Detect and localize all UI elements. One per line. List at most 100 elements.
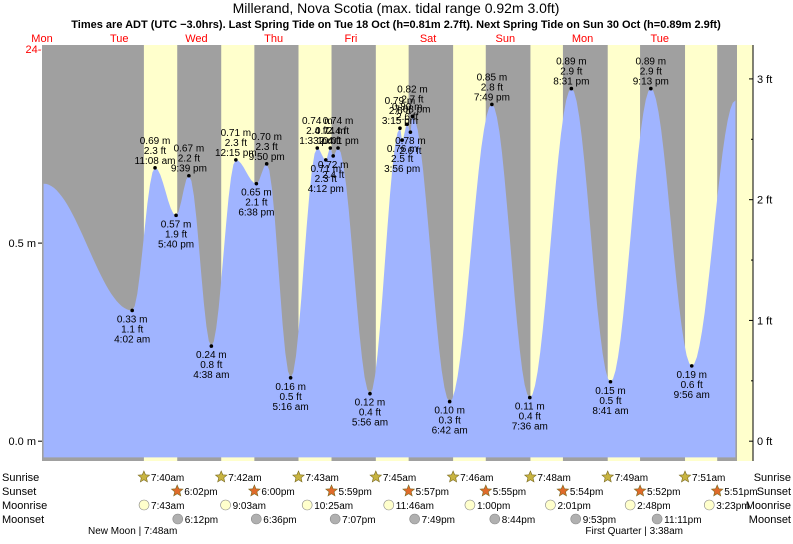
tide-label-ft: 2.4 ft	[306, 126, 328, 137]
tide-label-m: 0.72 m	[318, 160, 349, 171]
tide-label-ft: 0.5 ft	[599, 396, 621, 407]
tide-label-ft: 2.3 ft	[315, 174, 337, 185]
tide-label-ft: 0.3 ft	[439, 416, 461, 427]
moonset-icon	[250, 513, 262, 525]
tide-point	[288, 376, 293, 380]
tide-label-time: 3:56 pm	[384, 164, 420, 175]
tide-label-m: 0.89 m	[556, 57, 587, 68]
tide-label-ft: 2.3 ft	[144, 146, 166, 157]
tide-label-time: 4:38 am	[193, 370, 229, 381]
tide-label-time: 6:38 pm	[238, 208, 274, 219]
tide-label-m: 0.69 m	[140, 136, 171, 147]
sunrise-time: 7:49am	[615, 473, 648, 484]
tide-point	[490, 102, 494, 107]
day-label-dow: Sun	[496, 33, 516, 45]
tide-label-m: 0.57 m	[161, 219, 192, 230]
moon-phase-first-quarter: First Quarter | 3:38am	[585, 526, 683, 537]
tide-label-ft: 1.9 ft	[165, 229, 187, 240]
moonset-icon	[489, 513, 501, 525]
tide-point	[398, 126, 402, 130]
moonset-icon	[329, 513, 341, 525]
tide-label-time: 7:36 am	[512, 422, 548, 433]
tide-label-ft: 0.6 ft	[681, 380, 703, 391]
sunrise-icon	[292, 470, 305, 483]
sunrise-icon	[369, 470, 383, 483]
tide-point	[153, 166, 157, 170]
tide-point	[315, 146, 320, 150]
tide-label-ft: 0.8 ft	[200, 360, 222, 371]
tide-label-m: 0.10 m	[434, 406, 465, 417]
sunrise-time: 7:48am	[537, 473, 570, 484]
tide-area	[43, 88, 736, 458]
moonset-icon	[570, 513, 582, 525]
moonset-time: 8:44pm	[502, 515, 535, 526]
chart-subtitle: Times are ADT (UTC −3.0hrs). Last Spring…	[71, 19, 721, 31]
row-label-right-moonset: Moonset	[749, 514, 791, 526]
tide-label-ft: 2.6 ft	[399, 146, 421, 157]
sunset-time: 5:51pm	[724, 487, 757, 498]
tide-label-m: 0.19 m	[676, 370, 707, 381]
sunrise-icon	[678, 470, 692, 483]
sunset-icon	[247, 484, 261, 497]
day-label-dow: Mon	[31, 33, 52, 45]
moonrise-icon	[220, 499, 231, 511]
moonset-icon	[172, 513, 184, 525]
tide-label-m: 0.33 m	[117, 314, 148, 325]
tide-label-time: 7:08 pm	[394, 104, 430, 115]
tide-label-ft: 2.7 ft	[401, 94, 423, 105]
tide-point	[187, 173, 191, 178]
tide-label-time: 4:02 am	[114, 334, 150, 345]
tide-label-time: 4:12 pm	[308, 184, 344, 195]
sunset-time: 6:00pm	[261, 487, 294, 498]
tide-label-ft: 0.4 ft	[359, 408, 381, 419]
row-label-left-sunrise: Sunrise	[2, 472, 39, 484]
tide-label-ft: 0.4 ft	[519, 412, 541, 423]
tide-label-time: 3:15 pm	[382, 116, 418, 127]
tide-point	[323, 158, 328, 162]
tide-point	[234, 158, 238, 162]
moonset-time: 6:36pm	[263, 515, 296, 526]
tide-label-time: 9:56 am	[674, 390, 710, 401]
tide-point	[209, 344, 214, 348]
tide-label-ft: 2.1 ft	[245, 198, 267, 209]
sunset-time: 5:52pm	[647, 487, 680, 498]
sunrise-time: 7:51am	[692, 473, 725, 484]
tide-label-m: 0.74 m	[323, 116, 354, 127]
tide-label-time: 1:33 pm	[299, 136, 335, 147]
moonrise-icon	[464, 499, 476, 511]
tide-label-time: 5:56 am	[352, 418, 388, 429]
tide-label-ft: 2.9 ft	[640, 67, 662, 78]
tide-label-time: 10:01 pm	[317, 136, 359, 147]
tide-point	[527, 395, 532, 400]
moonset-time: 7:07pm	[342, 515, 375, 526]
day-label-dow: Wed	[185, 33, 207, 45]
tide-label-m: 0.12 m	[355, 398, 386, 409]
sunrise-icon	[601, 470, 615, 483]
row-label-right-sunset: Sunset	[757, 486, 791, 498]
tide-point	[608, 379, 613, 384]
left-axis-label: 0.0 m	[8, 436, 36, 448]
tide-label-time: 11:08 am	[135, 156, 176, 167]
tide-label-ft: 2.9 ft	[560, 67, 582, 78]
tide-label-m: 0.71 m	[221, 128, 252, 139]
tide-label-m: 0.24 m	[196, 350, 227, 361]
tide-label-m: 0.79 m	[385, 96, 416, 107]
sunrise-icon	[446, 470, 460, 483]
tide-label-m: 0.85 m	[477, 72, 508, 83]
sunset-time: 5:54pm	[570, 487, 603, 498]
day-label-dow: Tue	[651, 33, 670, 45]
row-label-left-moonrise: Moonrise	[2, 500, 47, 512]
tide-label-ft: 2.2 ft	[178, 154, 200, 165]
tide-label-m: 0.74 m	[302, 116, 333, 127]
sunrise-time: 7:46am	[460, 473, 493, 484]
moonset-time: 9:53pm	[583, 515, 616, 526]
moonset-icon	[409, 513, 420, 525]
tide-label-ft: 2.4 ft	[319, 136, 341, 147]
tide-label-ft: 2.5 ft	[391, 154, 413, 165]
moonrise-time: 11:46am	[396, 501, 434, 512]
tide-label-time: 9:13 pm	[633, 77, 669, 88]
tide-label-time: 5:16 am	[273, 402, 309, 413]
sunset-icon	[325, 484, 338, 497]
